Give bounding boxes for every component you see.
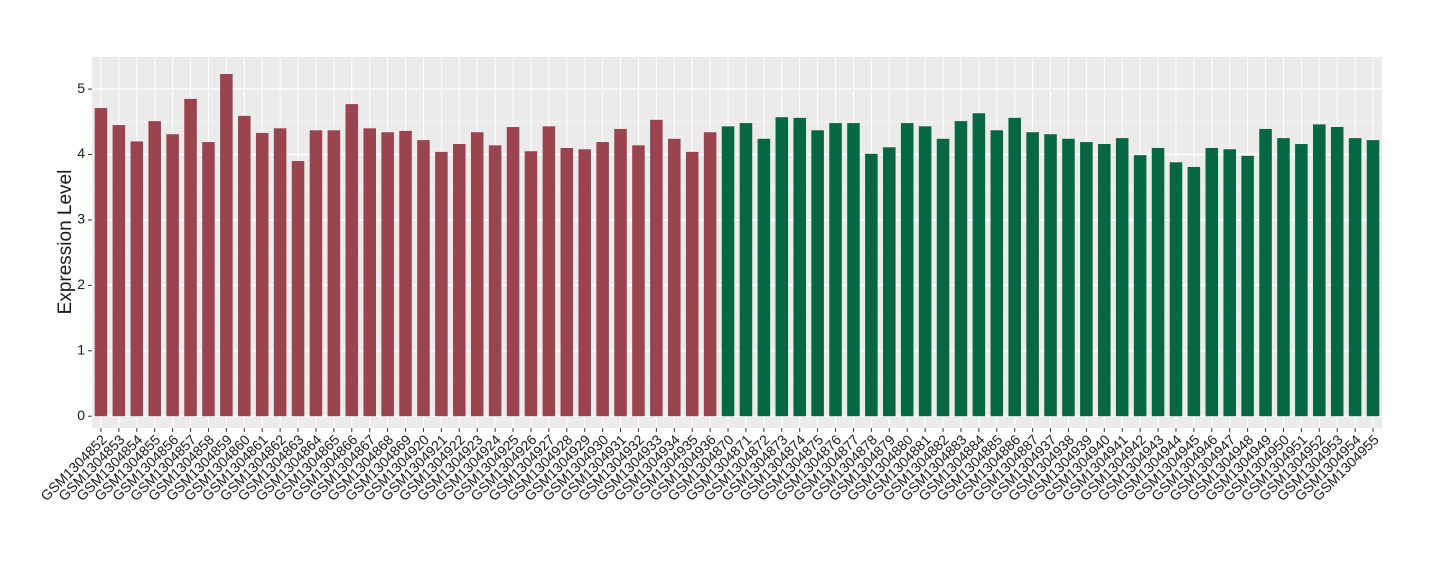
bar [488,145,502,417]
bar [1205,147,1219,417]
bar [1151,147,1165,417]
bar [757,138,771,417]
bar [291,161,305,417]
bar [1133,155,1147,417]
bar [112,125,126,417]
bar [685,151,699,417]
bar [542,126,556,417]
y-tick-label: 0 [77,407,85,423]
bar [327,130,341,417]
bar [972,113,986,417]
bar [220,74,233,417]
bar [130,141,144,417]
bar [847,123,860,417]
bar [632,145,645,417]
bar [578,149,591,417]
bar [1366,140,1380,417]
bar [363,128,376,417]
bar [614,128,627,417]
y-axis-label: Expression Level [55,170,76,315]
bar [1313,124,1326,417]
bar [166,134,179,417]
y-tick-label: 4 [77,145,85,161]
bar [1026,132,1039,417]
bar [1098,144,1111,417]
bar [1169,162,1183,417]
bar [1187,166,1201,417]
bar [775,117,789,417]
y-tick-label: 1 [77,341,85,357]
bar [255,132,269,417]
bar [273,128,287,417]
bar [918,126,932,417]
bar [829,123,842,417]
bar [417,140,430,417]
bar [793,117,806,417]
bar [524,151,538,417]
bar [1295,144,1308,417]
bar [668,138,681,417]
plot-background [92,57,1382,428]
bar [309,130,323,417]
bar [238,115,251,417]
bar [435,151,448,417]
bar [202,142,215,417]
y-tick-label: 2 [77,276,85,292]
bar [990,130,1004,417]
bar [936,138,950,417]
bar [596,142,609,417]
bar [1241,155,1254,417]
bar [1330,127,1344,417]
bar [184,98,197,417]
bar [1062,138,1075,417]
bar [453,144,466,417]
bar [1277,138,1290,417]
bar [1259,128,1272,417]
bar [148,121,161,417]
y-tick-label: 5 [77,80,85,96]
bar [900,123,914,417]
bar [470,132,484,417]
bar [345,104,359,417]
bar [650,119,663,417]
bar [1044,134,1057,417]
bar [883,147,896,417]
bar [1008,117,1021,417]
bar [94,108,108,417]
bar [1223,149,1236,417]
bar [1348,138,1362,417]
bar [954,121,968,417]
bar [1115,138,1129,417]
bar [381,132,394,417]
bar [1080,142,1093,417]
bar [739,123,753,417]
bar [703,132,717,417]
y-tick-label: 3 [77,211,85,227]
bar [560,147,574,417]
bar [399,130,412,417]
bar [506,127,520,417]
bar [811,130,824,417]
bar [721,126,735,417]
bar [865,153,878,417]
